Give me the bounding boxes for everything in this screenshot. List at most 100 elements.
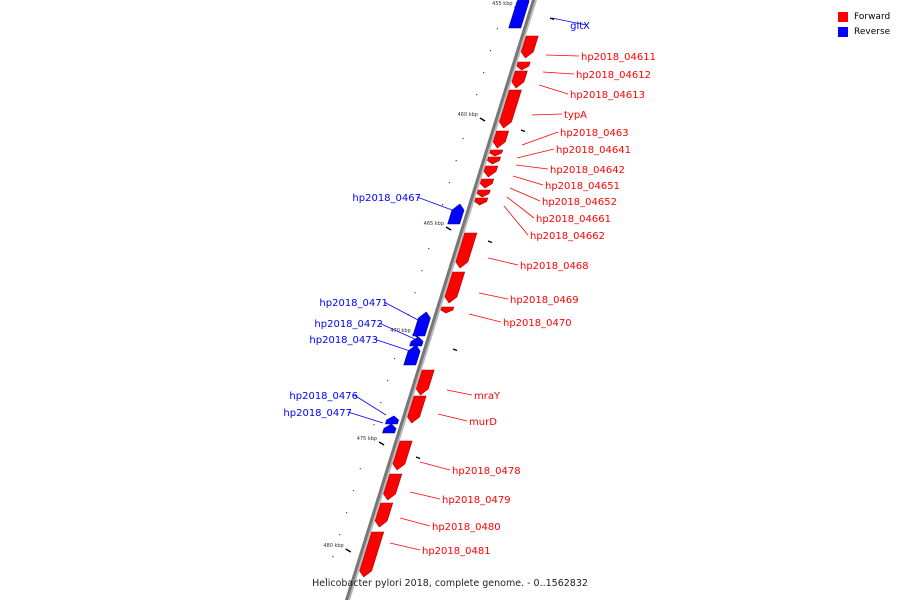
gene-label-hp2018-04642: hp2018_04642 [550,165,625,176]
gene-leader-line [503,205,529,236]
gene-arrow [444,271,466,304]
minor-tick [345,512,348,514]
gene-leader-line [353,394,387,416]
legend-forward-label: Forward [854,11,891,22]
gene-label-hp2018-0479: hp2018_0479 [442,495,511,506]
gene-hp2018-04641 [489,149,504,157]
gene-hp2018-0481 [359,531,385,578]
gene-mray [415,369,435,396]
gene-label-hp2018-0471: hp2018_0471 [319,298,388,309]
gene-arrow [483,165,499,178]
gene-arrow [359,531,385,578]
gene-arrow [440,306,455,314]
gene-features [359,0,539,578]
gene-label-hp2018-0478: hp2018_0478 [452,466,521,477]
gene-arrow [374,502,394,528]
reverse-swatch [838,26,848,37]
gene-label-mray: mraY [474,391,501,402]
kbp-tick-label: 455 kbp [492,1,512,7]
gene-arrow [455,232,478,269]
gene-leader-line [551,17,587,26]
gene-arrow [487,156,501,165]
gene-arrow [474,197,489,206]
legend-item-forward: Forward [838,9,890,24]
gene-label-hp2018-04652: hp2018_04652 [542,197,617,208]
gene-label-hp2018-04612: hp2018_04612 [576,70,651,81]
kbp-tick-label: 465 kbp [424,221,444,227]
gene-arrow [384,415,399,425]
gene-label-hp2018-0480: hp2018_0480 [432,522,501,533]
gene-label-hp2018-0472: hp2018_0472 [314,319,383,330]
gene-label-hp2018-0477: hp2018_0477 [283,408,352,419]
gene-leader-line [389,542,421,551]
gene-label-hp2018-04641: hp2018_04641 [556,145,631,156]
forward-swatch [838,11,848,22]
minor-tick [359,468,361,470]
gene-hp2018-0480 [374,502,394,528]
gene-arrow [383,473,403,501]
gene-hp2018-04642 [487,156,501,165]
gene-hp2018-0479 [383,473,403,501]
minor-tick [339,534,341,536]
gene-arrow [409,336,424,347]
gene-hp2018-04652 [479,178,495,189]
gene-arrow [403,344,421,366]
gene-label-hp2018-0463: hp2018_0463 [560,128,629,139]
minor-tick [387,380,389,382]
gene-label-murd: murD [469,417,497,428]
legend-item-reverse: Reverse [838,24,890,39]
gene-arrow [476,189,491,198]
gene-hp2018-04662 [474,197,489,206]
gene-leader-line [542,71,575,75]
minor-tick [380,402,382,404]
minor-tick [476,94,478,96]
gene-labels: gltX hp2018_04611 hp2018_04612 hp2018_04613… [283,17,656,557]
gene-leader-line [347,411,384,424]
strand-tick-mark [487,240,493,244]
minor-tick [455,160,457,162]
gene-hp2018-0477 [382,423,397,434]
gene-arrow [492,130,510,149]
minor-tick [332,556,334,558]
gene-arrow [382,423,397,434]
kbp-ticks: 455 kbp 460 kbp 465 kbp 470 kbp 475 kbp 480 k… [323,1,555,580]
gene-typa [499,89,522,129]
gene-arrow [415,369,435,396]
gene-hp2018-0463 [492,130,510,149]
minor-tick [448,182,450,184]
backbone-line [344,0,536,600]
gene-leader-line [509,187,541,202]
gene-leader-line [437,413,468,422]
minor-tick [421,270,423,272]
kbp-tick-mark [378,441,385,446]
gene-murd [407,395,427,424]
kbp-tick-label: 480 kbp [323,543,343,549]
gene-leader-line [419,461,451,471]
minor-tick [352,490,355,492]
gene-leader-line [478,292,509,300]
gene-label-hp2018-04651: hp2018_04651 [545,181,620,192]
gene-hp2018-0467 [447,203,465,225]
legend: Forward Reverse [838,9,890,39]
gene-leader-line [399,517,431,527]
gene-hp2018-04613 [511,70,528,89]
gene-label-gltx: gltX [570,21,590,32]
gene-arrow [412,311,431,337]
gene-arrow [511,70,528,89]
gene-label-hp2018-0470: hp2018_0470 [503,318,572,329]
gene-hp2018-0471 [412,311,431,337]
gene-label-hp2018-0468: hp2018_0468 [520,261,589,272]
gene-label-hp2018-04611: hp2018_04611 [581,52,656,63]
minor-tick [483,72,485,74]
kbp-tick-mark [345,548,352,553]
minor-tick [496,28,498,30]
minor-tick [428,248,430,250]
gene-label-hp2018-0467: hp2018_0467 [352,193,421,204]
minor-tick [393,358,396,360]
gene-hp2018-0478 [392,440,413,471]
gene-arrow [447,203,465,225]
gene-leader-line [516,148,555,159]
gene-arrow [489,149,504,157]
gene-leader-line [373,338,411,352]
